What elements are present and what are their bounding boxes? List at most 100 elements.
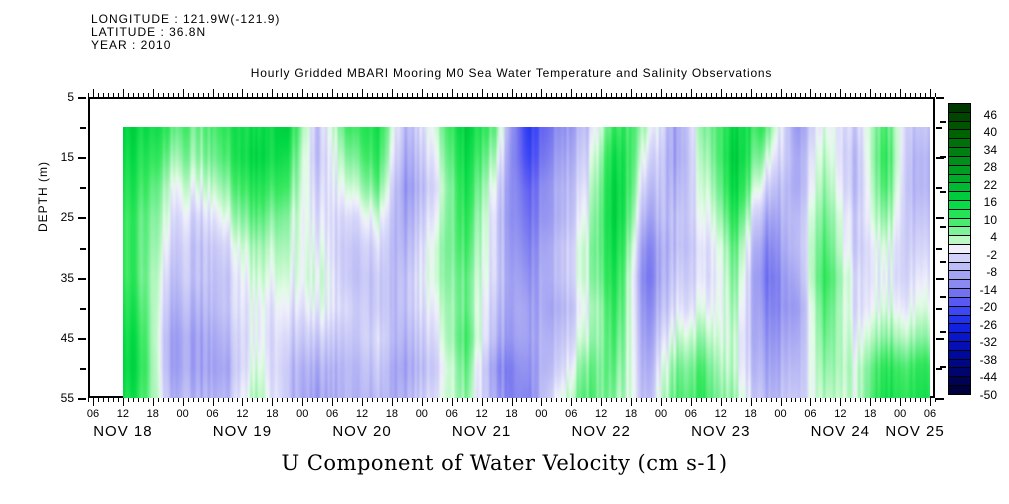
- colorbar-tick-label: -2: [986, 247, 997, 262]
- x-tick: [556, 398, 557, 402]
- colorbar-cell: [949, 111, 970, 121]
- x-tick-label: 00: [296, 408, 309, 420]
- colorbar-tick-label: 46: [983, 107, 997, 122]
- x-tick: [148, 398, 149, 402]
- colorbar-cell: [949, 261, 970, 271]
- colorbar-cell: [949, 252, 970, 262]
- x-tick: [566, 93, 567, 97]
- x-tick: [920, 398, 921, 402]
- x-tick: [497, 93, 498, 97]
- x-tick: [382, 398, 383, 402]
- x-tick: [910, 398, 911, 402]
- x-tick: [502, 398, 503, 402]
- x-tick: [277, 93, 278, 97]
- colorbar-cell: [949, 385, 970, 394]
- colorbar-tick: [940, 121, 946, 123]
- colorbar-tick-label: 16: [983, 195, 997, 210]
- x-tick: [497, 398, 498, 402]
- x-tick: [781, 89, 782, 97]
- x-tick: [706, 93, 707, 97]
- x-tick: [815, 398, 816, 402]
- colorbar-cell: [949, 314, 970, 324]
- x-tick: [761, 398, 762, 402]
- x-tick: [223, 398, 224, 402]
- x-tick: [352, 398, 353, 402]
- y-tick: [936, 248, 942, 250]
- x-tick: [392, 89, 393, 97]
- x-tick: [427, 93, 428, 97]
- colorbar-cell: [949, 323, 970, 333]
- x-tick: [571, 89, 572, 97]
- x-axis-bottom-label: U Component of Water Velocity (cm s-1): [281, 451, 728, 475]
- colorbar-tick-label: 40: [983, 125, 997, 140]
- x-tick: [402, 398, 403, 402]
- x-tick: [442, 93, 443, 97]
- x-tick: [257, 93, 258, 97]
- x-tick: [696, 93, 697, 97]
- x-tick: [437, 93, 438, 97]
- y-tick: [936, 97, 944, 99]
- x-tick: [432, 398, 433, 402]
- x-tick-label: 18: [624, 408, 638, 420]
- x-tick: [885, 93, 886, 97]
- x-tick: [686, 93, 687, 97]
- colorbar-tick: [940, 156, 946, 158]
- y-tick: [78, 217, 86, 219]
- x-tick: [457, 398, 458, 402]
- x-day-label: NOV 22: [571, 423, 631, 440]
- x-tick: [357, 398, 358, 402]
- colorbar-cell: [949, 173, 970, 183]
- x-tick: [337, 398, 338, 402]
- x-tick: [601, 89, 602, 97]
- x-tick: [228, 398, 229, 402]
- x-tick: [302, 398, 303, 406]
- x-tick: [123, 398, 124, 406]
- x-tick: [327, 398, 328, 402]
- x-tick: [676, 93, 677, 97]
- colorbar-cell: [949, 296, 970, 306]
- x-tick: [800, 398, 801, 402]
- x-tick: [536, 93, 537, 97]
- x-tick: [153, 398, 154, 406]
- x-tick: [218, 398, 219, 402]
- x-tick: [462, 93, 463, 97]
- x-tick: [641, 398, 642, 402]
- x-tick: [272, 398, 273, 406]
- x-tick: [237, 398, 238, 402]
- x-tick: [746, 398, 747, 402]
- x-tick: [297, 398, 298, 402]
- x-tick: [631, 398, 632, 406]
- x-tick: [561, 93, 562, 97]
- x-tick: [347, 398, 348, 402]
- x-tick-label: 18: [864, 408, 877, 420]
- x-tick: [591, 93, 592, 97]
- x-tick-label: 12: [236, 408, 249, 420]
- x-day-label: NOV 23: [691, 423, 751, 440]
- x-tick: [666, 93, 667, 97]
- x-tick: [103, 398, 104, 402]
- x-tick-label: 00: [774, 408, 787, 420]
- x-tick: [307, 93, 308, 97]
- x-tick-label: 12: [355, 408, 369, 420]
- x-tick: [711, 93, 712, 97]
- x-tick: [616, 398, 617, 402]
- y-tick: [936, 157, 944, 159]
- x-tick: [920, 93, 921, 97]
- x-tick: [895, 398, 896, 402]
- x-tick: [412, 398, 413, 402]
- x-tick: [412, 93, 413, 97]
- colorbar-cell: [949, 182, 970, 192]
- x-tick: [417, 93, 418, 97]
- y-tick: [936, 398, 944, 400]
- x-day-label: NOV 18: [93, 423, 153, 440]
- x-tick-label: 06: [804, 408, 817, 420]
- x-tick: [407, 93, 408, 97]
- x-tick: [756, 93, 757, 97]
- x-tick: [397, 398, 398, 402]
- x-tick: [546, 398, 547, 402]
- x-tick: [930, 89, 931, 97]
- x-tick: [611, 93, 612, 97]
- x-tick: [860, 93, 861, 97]
- x-tick: [930, 398, 931, 406]
- x-tick: [357, 93, 358, 97]
